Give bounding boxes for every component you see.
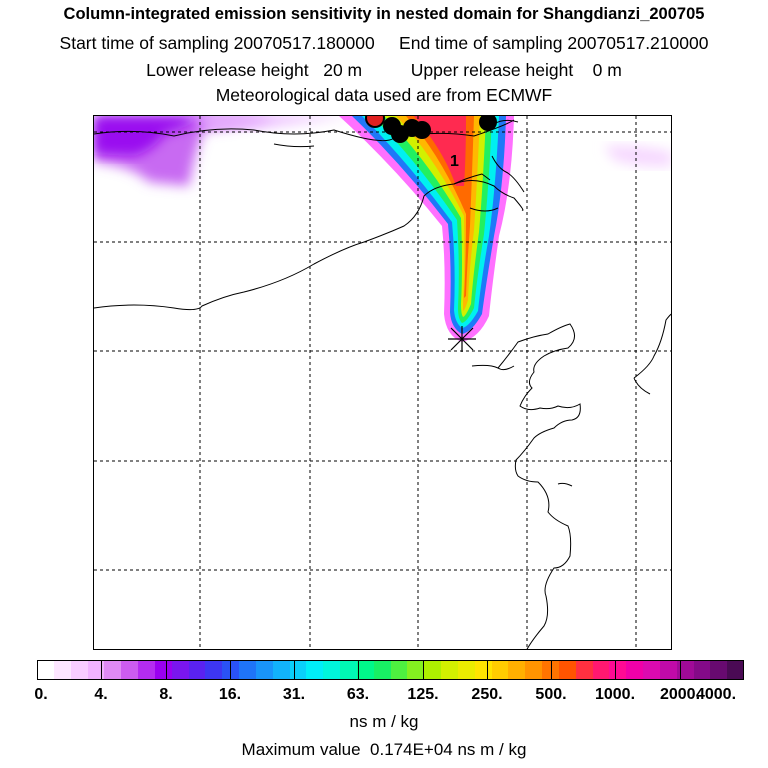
map-canvas: 1 — [94, 116, 671, 649]
colorbar-swatch — [559, 660, 576, 680]
colorbar-swatch — [37, 660, 54, 680]
colorbar-tick-label: 500. — [535, 686, 567, 703]
colorbar-swatch — [677, 660, 694, 680]
colorbar-tick-label: 4000. — [695, 686, 737, 703]
colorbar-swatch — [54, 660, 71, 680]
plot-title: Column-integrated emission sensitivity i… — [63, 5, 705, 23]
colorbar-divider — [294, 660, 295, 680]
colorbar-swatch — [391, 660, 407, 680]
particle-centroids — [365, 116, 497, 143]
colorbar-swatch — [256, 660, 273, 680]
colorbar-tick-label: 63. — [346, 686, 370, 703]
colorbar-divider — [230, 660, 231, 680]
colorbar-swatch — [374, 660, 391, 680]
colorbar-swatch — [172, 660, 189, 680]
colorbar-swatch — [340, 660, 357, 680]
met-data-line: Meteorological data used are from ECMWF — [215, 85, 553, 105]
colorbar-swatch — [492, 660, 508, 680]
colorbar-tick-label: 2000. — [659, 686, 701, 703]
sensitivity-field-northwest — [94, 116, 354, 186]
colorbar-swatch — [189, 660, 205, 680]
colorbar-divider — [101, 660, 102, 680]
colorbar-tick-label: 31. — [282, 686, 306, 703]
colorbar-swatch — [239, 660, 256, 680]
sampling-time-line: Start time of sampling 20070517.180000 E… — [59, 33, 709, 53]
colorbar-swatch — [205, 660, 222, 680]
colorbar-tick-label: 250. — [471, 686, 503, 703]
colorbar-swatch — [458, 660, 475, 680]
colorbar-tick-label: 16. — [218, 686, 242, 703]
colorbar-divider — [423, 660, 424, 680]
centroid-dot — [479, 116, 497, 131]
colorbar-swatch — [138, 660, 155, 680]
colorbar-divider — [615, 660, 616, 680]
colorbar-divider — [358, 660, 359, 680]
colorbar-divider — [487, 660, 488, 680]
borders-and-coastlines — [94, 119, 671, 649]
colorbar-swatch — [71, 660, 88, 680]
release-site-marker — [448, 326, 476, 352]
colorbar — [37, 660, 744, 680]
colorbar-swatch — [643, 660, 660, 680]
colorbar-swatch — [88, 660, 104, 680]
colorbar-tick-label: 1000. — [594, 686, 636, 703]
colorbar-swatch — [323, 660, 340, 680]
colorbar-divider — [680, 660, 681, 680]
colorbar-swatch — [306, 660, 323, 680]
graticule — [94, 116, 671, 649]
colorbar-swatch — [441, 660, 458, 680]
colorbar-swatch — [593, 660, 609, 680]
colorbar-swatch — [660, 660, 677, 680]
colorbar-swatch — [542, 660, 559, 680]
colorbar-divider — [166, 660, 167, 680]
colorbar-swatch — [626, 660, 643, 680]
sensitivity-field-northeast — [604, 145, 671, 167]
colorbar-swatch — [121, 660, 138, 680]
colorbar-swatch — [576, 660, 593, 680]
sensitivity-plume — [339, 116, 514, 342]
release-height-line: Lower release height 20 m Upper release … — [146, 60, 622, 80]
colorbar-swatch — [155, 660, 172, 680]
colorbar-swatch — [694, 660, 710, 680]
centroid-dot — [365, 116, 385, 128]
sensitivity-map: 1 — [93, 115, 672, 650]
colorbar-swatch — [508, 660, 525, 680]
colorbar-swatch — [273, 660, 290, 680]
colorbar-tick-label: 125. — [407, 686, 439, 703]
colorbar-swatch — [407, 660, 424, 680]
colorbar-frame — [37, 660, 744, 680]
colorbar-swatch — [710, 660, 727, 680]
colorbar-tick-label: 4. — [94, 686, 108, 703]
colorbar-units: ns m / kg — [349, 712, 419, 731]
colorbar-swatch — [357, 660, 374, 680]
colorbar-tick-label: 0. — [34, 686, 48, 703]
maximum-value-text: Maximum value 0.174E+04 ns m / kg — [241, 740, 527, 759]
colorbar-swatch — [104, 660, 121, 680]
colorbar-swatch — [727, 660, 744, 680]
colorbar-tick-label: 8. — [159, 686, 173, 703]
colorbar-swatch — [525, 660, 542, 680]
colorbar-divider — [551, 660, 552, 680]
colorbar-swatch — [609, 660, 626, 680]
colorbar-swatch — [424, 660, 441, 680]
cluster-label: 1 — [450, 153, 459, 170]
centroid-dot — [413, 121, 431, 139]
